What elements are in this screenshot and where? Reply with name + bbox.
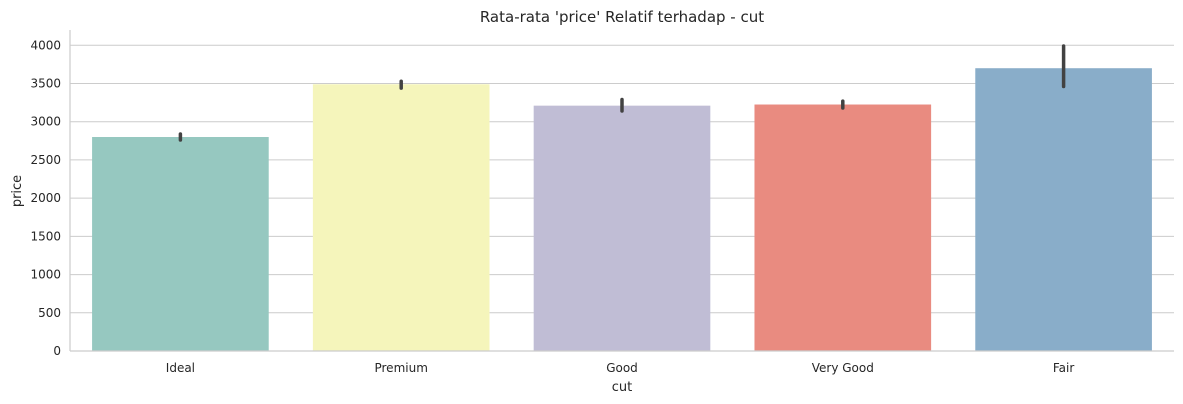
y-axis-label: price [10, 175, 25, 207]
bar-premium [312, 84, 490, 351]
chart-title: Rata-rata 'price' Relatif terhadap - cut [480, 8, 764, 26]
x-tick-label: Ideal [166, 361, 195, 375]
y-tick-label: 2000 [30, 191, 61, 205]
y-tick-labels: 0 500 1000 1500 2000 2500 3000 3500 4000 [30, 38, 61, 358]
y-tick-label: 4000 [30, 38, 61, 52]
y-tick-label: 3500 [30, 77, 61, 91]
bar-ideal [92, 137, 269, 351]
bars [92, 68, 1152, 352]
y-tick-label: 0 [53, 344, 61, 358]
y-tick-label: 2500 [30, 153, 61, 167]
y-tick-label: 1000 [30, 268, 61, 282]
bar-very-good [754, 104, 932, 352]
y-tick-label: 3000 [30, 115, 61, 129]
bar-fair [975, 68, 1152, 351]
y-tick-label: 500 [38, 306, 61, 320]
x-axis-label: cut [612, 380, 632, 395]
x-tick-label: Very Good [812, 361, 874, 375]
x-tick-label: Good [606, 361, 638, 375]
bar-good [533, 105, 711, 352]
error-bars [178, 44, 1066, 142]
x-tick-label: Fair [1053, 361, 1074, 375]
x-tick-labels: Ideal Premium Good Very Good Fair [166, 361, 1075, 375]
x-tick-label: Premium [374, 361, 427, 375]
y-tick-label: 1500 [30, 229, 61, 243]
